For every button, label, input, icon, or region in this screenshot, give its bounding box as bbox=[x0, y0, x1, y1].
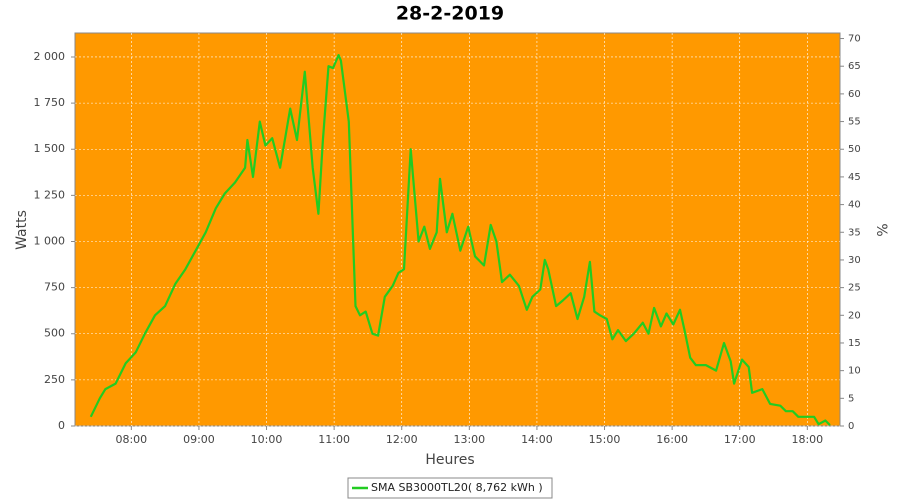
y2-tick-label: 25 bbox=[848, 283, 861, 294]
y2-tick-label: 5 bbox=[848, 393, 854, 404]
x-tick-label: 14:00 bbox=[521, 433, 553, 446]
x-tick-label: 18:00 bbox=[791, 433, 823, 446]
x-tick-label: 16:00 bbox=[656, 433, 688, 446]
legend-label: SMA SB3000TL20( 8,762 kWh ) bbox=[371, 481, 543, 494]
x-tick-label: 11:00 bbox=[318, 433, 350, 446]
y2-tick-label: 70 bbox=[848, 34, 861, 45]
y-tick-label: 250 bbox=[44, 373, 65, 386]
x-tick-label: 17:00 bbox=[724, 433, 756, 446]
x-tick-label: 08:00 bbox=[115, 433, 147, 446]
y2-tick-label: 55 bbox=[848, 117, 861, 128]
y2-tick-label: 50 bbox=[848, 144, 861, 155]
y2-tick-label: 45 bbox=[848, 172, 861, 183]
x-tick-label: 10:00 bbox=[251, 433, 283, 446]
x-axis-label: Heures bbox=[425, 452, 474, 468]
y2-tick-label: 30 bbox=[848, 255, 861, 266]
y-axis-label: Watts bbox=[14, 210, 30, 250]
y-tick-label: 750 bbox=[44, 281, 65, 294]
y-tick-label: 2 000 bbox=[34, 50, 66, 63]
y-tick-label: 1 250 bbox=[34, 188, 66, 201]
legend bbox=[347, 477, 553, 499]
y2-axis-label: % bbox=[873, 223, 889, 236]
y-tick-label: 1 750 bbox=[34, 96, 66, 109]
chart-title: 28-2-2019 bbox=[396, 3, 504, 25]
y2-tick-label: 60 bbox=[848, 89, 861, 100]
x-tick-label: 09:00 bbox=[183, 433, 215, 446]
y2-tick-label: 10 bbox=[848, 366, 861, 377]
x-tick-label: 12:00 bbox=[386, 433, 418, 446]
y2-tick-label: 0 bbox=[848, 421, 854, 432]
y2-tick-label: 20 bbox=[848, 310, 861, 321]
x-tick-label: 13:00 bbox=[453, 433, 485, 446]
y2-tick-label: 65 bbox=[848, 61, 861, 72]
y2-tick-label: 35 bbox=[848, 227, 861, 238]
series-line bbox=[89, 53, 831, 426]
y-tick-label: 1 000 bbox=[34, 234, 66, 247]
plot-area bbox=[74, 32, 841, 427]
y2-tick-label: 15 bbox=[848, 338, 861, 349]
y-tick-label: 0 bbox=[58, 419, 65, 432]
y-tick-label: 500 bbox=[44, 327, 65, 340]
x-tick-label: 15:00 bbox=[589, 433, 621, 446]
y2-tick-label: 40 bbox=[848, 200, 861, 211]
y-tick-label: 1 500 bbox=[34, 142, 66, 155]
